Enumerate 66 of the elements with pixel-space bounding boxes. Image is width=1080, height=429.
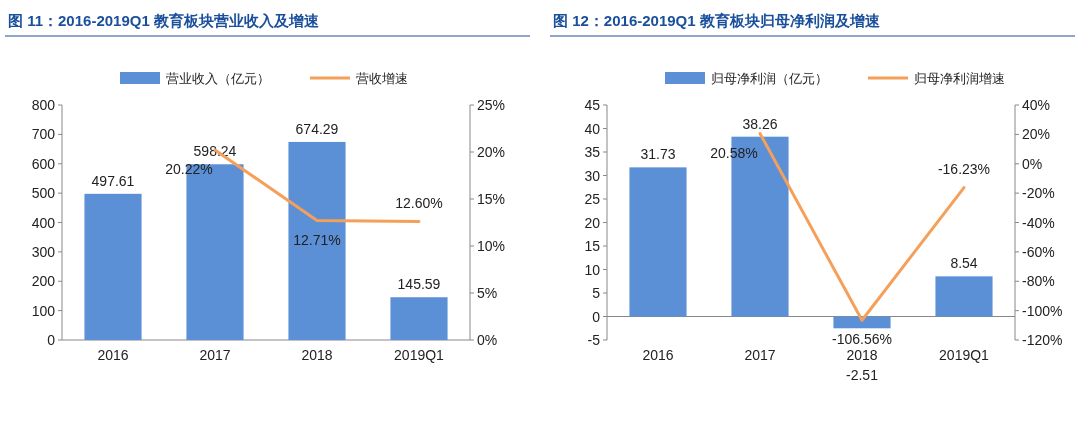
y2-tick-label: -120% [1022, 332, 1063, 348]
y-tick-label: 700 [31, 126, 56, 143]
data-label: 12.71% [293, 231, 341, 248]
y-tick-label: 25 [584, 191, 601, 207]
y2-tick-label: 10% [477, 238, 506, 254]
legend-label: 营收增速 [356, 71, 408, 86]
bar [629, 167, 687, 317]
legend-label: 归母净利润增速 [914, 71, 1005, 86]
y-tick-label: 10 [584, 261, 601, 278]
y-tick-label: 500 [31, 185, 56, 202]
data-label: 8.54 [950, 255, 978, 272]
bar [84, 193, 142, 340]
y-tick-label: 0 [592, 308, 601, 325]
legend-label: 归母净利润（亿元） [711, 71, 828, 86]
y2-tick-label: 5% [477, 285, 498, 301]
y-tick-label: 45 [584, 97, 601, 113]
y-tick-label: 20 [584, 214, 601, 231]
y-tick-label: 5 [592, 285, 601, 301]
data-label: 12.60% [395, 194, 443, 211]
y2-tick-label: -40% [1022, 214, 1055, 231]
x-tick-label: 2016 [97, 347, 129, 363]
y-tick-label: 300 [31, 243, 56, 260]
y2-tick-label: -100% [1022, 302, 1063, 319]
chart-title: 图 11：2016-2019Q1 教育板块营业收入及增速 [8, 12, 320, 29]
data-label: 497.61 [91, 172, 135, 189]
data-label: -16.23% [937, 160, 991, 177]
x-tick-label: 2016 [642, 347, 674, 363]
y2-tick-label: 0% [477, 332, 498, 348]
x-tick-label: 2019Q1 [394, 347, 445, 363]
y-tick-label: 400 [31, 214, 56, 231]
data-label: 31.73 [640, 146, 676, 163]
y-tick-label: 100 [31, 302, 56, 319]
x-tick-label: 2017 [744, 347, 776, 363]
y-tick-label: -5 [587, 332, 601, 348]
y-tick-label: 0 [47, 332, 56, 348]
y-tick-label: 15 [584, 238, 601, 254]
y2-tick-label: 0% [1022, 155, 1043, 172]
legend-label: 营业收入（亿元） [166, 71, 270, 86]
y2-tick-label: 25% [477, 97, 506, 113]
x-tick-label: 2019Q1 [939, 347, 990, 363]
data-label: 145.59 [397, 276, 441, 293]
bar [288, 141, 346, 340]
y-tick-label: 30 [584, 167, 601, 184]
data-label: 674.29 [295, 120, 339, 137]
data-label: 38.26 [742, 115, 778, 132]
data-label: -2.51 [846, 367, 879, 383]
x-tick-label: 2018 [846, 347, 878, 363]
bar [833, 316, 891, 329]
y2-tick-label: -60% [1022, 243, 1055, 260]
y-tick-label: 40 [584, 120, 601, 137]
y-tick-label: 200 [31, 273, 56, 290]
bar [935, 276, 993, 317]
x-tick-label: 2017 [199, 347, 231, 363]
y2-tick-label: 20% [477, 144, 506, 160]
data-label: -106.56% [832, 331, 892, 348]
chart-title: 图 12：2016-2019Q1 教育板块归母净利润及增速 [553, 12, 881, 29]
y-tick-label: 600 [31, 155, 56, 172]
y2-tick-label: 20% [1022, 126, 1051, 143]
x-tick-label: 2018 [301, 347, 333, 363]
y-tick-label: 800 [31, 97, 56, 113]
y2-tick-label: 15% [477, 191, 506, 207]
y2-tick-label: -80% [1022, 273, 1055, 290]
y-tick-label: 35 [584, 144, 601, 160]
y2-tick-label: 40% [1022, 97, 1051, 113]
y2-tick-label: -20% [1022, 185, 1055, 202]
bar [390, 297, 448, 340]
